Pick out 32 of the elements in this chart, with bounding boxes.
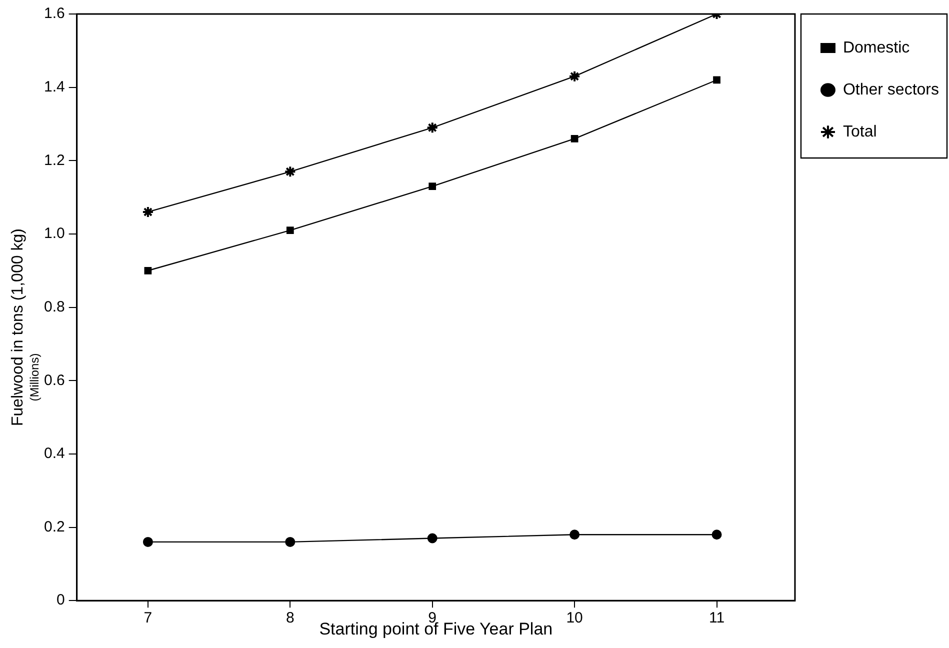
legend-label: Domestic [842,39,910,56]
point [427,533,438,544]
y-tick-label: 1.0 [44,225,65,242]
text: (Millions) [27,353,42,402]
point [142,206,154,218]
y-tick-label: 0 [56,592,65,609]
y-tick-label: 0.8 [44,298,65,316]
point [712,530,722,540]
x-tick-label: 7 [144,610,152,627]
point [284,166,296,178]
point [286,226,294,234]
y-tick-label: 0.4 [44,445,65,462]
y-tick-label: 0.2 [44,518,65,536]
y-axis-title: Fuelwood in tons (1,000 kg) [9,228,26,426]
point [713,76,720,84]
y-tick-label: 1.2 [44,152,65,169]
point [142,536,153,547]
y-tick-label: 0.6 [44,372,65,389]
y-tick-label: 1.4 [44,78,65,96]
y-tick-label: 1.6 [44,5,65,22]
point [285,536,296,547]
point [570,530,580,540]
point [568,70,581,82]
point [426,122,438,134]
x-tick-label: 8 [286,610,294,627]
point [570,134,578,142]
x-tick-label: 10 [566,610,583,627]
legend-label: Total [842,123,877,140]
point [144,266,152,274]
legend-label: Other sectors [842,81,939,98]
x-tick-label: 11 [708,610,725,627]
point [428,182,436,190]
